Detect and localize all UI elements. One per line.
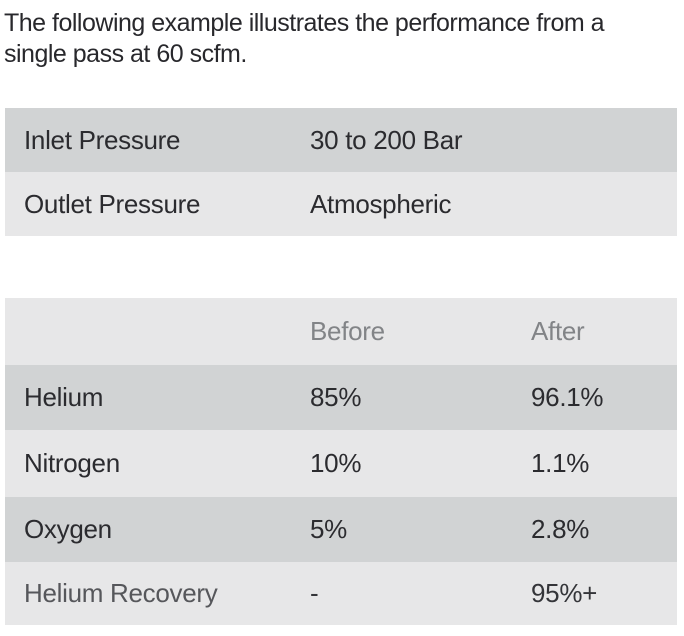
row-value: Atmospheric	[310, 188, 452, 219]
row-label: Outlet Pressure	[24, 188, 201, 219]
row-value: 30 to 200 Bar	[310, 124, 463, 155]
row-label: Nitrogen	[24, 448, 120, 478]
intro-line-1: The following example illustrates the pe…	[4, 9, 605, 37]
header-row: Before After	[5, 298, 677, 365]
column-header-before: Before	[310, 316, 385, 346]
cell-after: 95%+	[531, 578, 598, 608]
row-label: Helium Recovery	[24, 578, 218, 608]
cell-after: 2.8%	[531, 514, 590, 544]
table-row: Helium 85% 96.1%	[5, 365, 677, 430]
intro-line-2: single pass at 60 scfm.	[4, 40, 247, 68]
row-label: Inlet Pressure	[24, 124, 181, 155]
table-row: Outlet Pressure Atmospheric	[5, 172, 677, 236]
row-label: Helium	[24, 382, 104, 412]
cell-before: -	[310, 578, 319, 608]
table-row: Nitrogen 10% 1.1%	[5, 430, 677, 497]
table-row: Inlet Pressure 30 to 200 Bar	[5, 108, 677, 172]
cell-after: 1.1%	[531, 448, 590, 478]
table-row: Helium Recovery - 95%+	[5, 562, 677, 625]
cell-before: 85%	[310, 382, 362, 412]
row-label: Oxygen	[24, 514, 112, 544]
cell-before: 10%	[310, 448, 362, 478]
pressure-table: Inlet Pressure 30 to 200 Bar Outlet Pres…	[5, 108, 677, 236]
cell-after: 96.1%	[531, 382, 604, 412]
intro-text: The following example illustrates the pe…	[4, 8, 680, 70]
cell-before: 5%	[310, 514, 347, 544]
table-row: Oxygen 5% 2.8%	[5, 497, 677, 562]
column-header-after: After	[531, 316, 585, 346]
performance-table: Before After Helium 85% 96.1% Nitrogen 1…	[5, 298, 677, 625]
